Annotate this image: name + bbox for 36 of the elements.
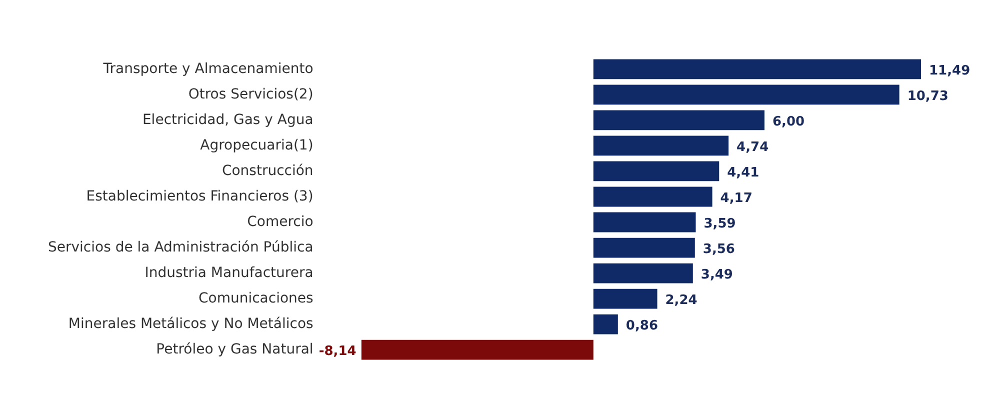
data-label: 4,41: [727, 166, 760, 181]
y-tick-label: Servicios de la Administración Pública: [48, 239, 314, 256]
data-label: 11,49: [929, 64, 970, 79]
y-tick-label: Agropecuaria(1): [200, 137, 314, 154]
y-tick-label: Industria Manufacturera: [144, 264, 314, 281]
bar: [593, 263, 693, 284]
data-label: 3,49: [700, 268, 733, 283]
data-label: 4,74: [736, 140, 769, 156]
bar: [593, 59, 921, 80]
y-tick-label: Otros Servicios(2): [188, 86, 314, 102]
bar: [593, 314, 618, 334]
data-label: 3,56: [702, 242, 735, 258]
bar: [593, 288, 658, 309]
data-label: 4,17: [720, 191, 752, 206]
y-tick-label: Minerales Metálicos y No Metálicos: [68, 316, 314, 332]
y-tick-label: Comercio: [247, 214, 314, 230]
data-label: 10,73: [907, 89, 948, 104]
bar: [593, 110, 764, 130]
data-label: 2,24: [665, 293, 698, 308]
y-tick-label: Construcción: [222, 162, 314, 179]
y-tick-label: Transporte y Almacenamiento: [102, 60, 314, 77]
bar: [593, 161, 720, 182]
y-tick-label: Petróleo y Gas Natural: [156, 341, 314, 358]
bar: [593, 136, 729, 156]
y-tick-label: Comunicaciones: [198, 290, 314, 306]
bar: [593, 238, 695, 258]
bar: [361, 340, 594, 360]
data-label: -8,14: [318, 344, 356, 360]
y-tick-label: Electricidad, Gas y Agua: [142, 112, 314, 128]
data-label: 0,86: [626, 318, 658, 334]
bar: [593, 212, 696, 232]
bar: [593, 84, 900, 105]
data-label: 3,59: [704, 216, 736, 232]
bar: [593, 186, 712, 207]
data-label: 6,00: [772, 114, 805, 130]
y-tick-label: Establecimientos Financieros (3): [86, 188, 314, 204]
